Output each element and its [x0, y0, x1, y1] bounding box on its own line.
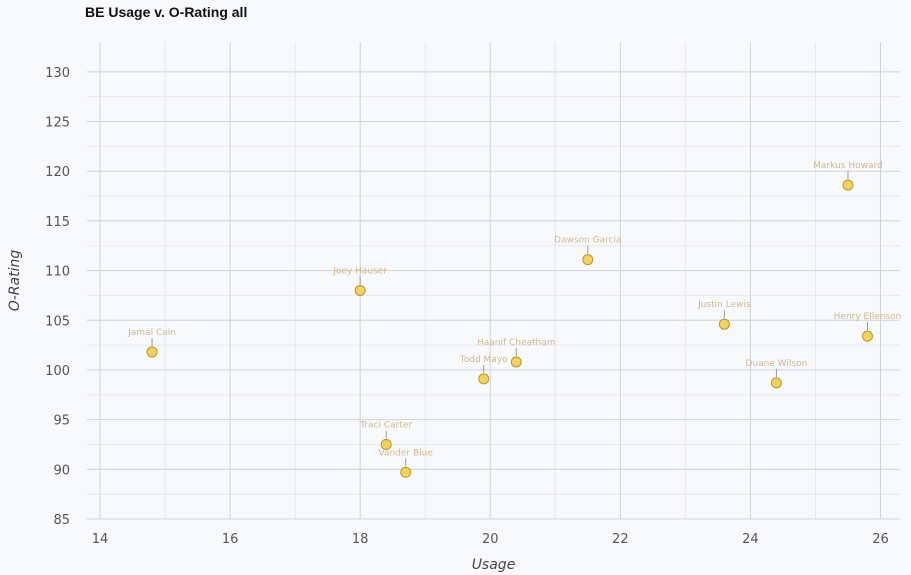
point-marker [582, 254, 594, 266]
y-tick-label: 100 [45, 364, 70, 379]
y-axis-title: O-Rating [7, 250, 23, 312]
y-tick-label: 105 [45, 314, 70, 329]
data-point[interactable]: Jamal Cain [127, 328, 176, 358]
y-tick-label: 120 [45, 165, 70, 180]
x-tick-label: 26 [872, 532, 889, 547]
point-marker [510, 356, 522, 368]
x-axis-title: Usage [472, 557, 516, 573]
data-point[interactable]: Haanif Cheatham [477, 338, 556, 368]
y-tick-label: 125 [45, 116, 70, 131]
point-label: Duane Wilson [745, 359, 807, 369]
point-marker [842, 179, 854, 191]
data-point[interactable]: Justin Lewis [697, 300, 751, 330]
x-tick-label: 18 [352, 532, 369, 547]
x-tick-label: 20 [482, 532, 499, 547]
chart-title: BE Usage v. O-Rating all [85, 4, 248, 20]
point-label: Jamal Cain [127, 328, 176, 338]
data-point[interactable]: Dawson Garcia [554, 236, 622, 266]
x-tick-label: 22 [612, 532, 629, 547]
y-tick-label: 115 [45, 215, 70, 230]
point-marker [861, 330, 873, 342]
point-marker [478, 373, 490, 385]
point-marker [146, 346, 158, 358]
point-marker [354, 284, 366, 296]
grid [87, 42, 900, 520]
y-tick-label: 90 [53, 463, 70, 478]
point-label: Vander Blue [378, 448, 433, 458]
point-label: Haanif Cheatham [477, 338, 556, 348]
y-tick-label: 85 [53, 513, 70, 528]
point-label: Todd Mayo [459, 355, 508, 365]
point-label: Dawson Garcia [554, 236, 622, 246]
data-point[interactable]: Henry Ellenson [834, 312, 902, 342]
point-marker [770, 377, 782, 389]
point-label: Traci Carter [359, 420, 412, 430]
data-points: Jamal Cain Joey Hauser Traci Carter Vander … [127, 161, 902, 478]
data-point[interactable]: Todd Mayo [459, 355, 508, 385]
data-point[interactable]: Traci Carter [359, 420, 412, 450]
point-label: Henry Ellenson [834, 312, 902, 322]
point-label: Markus Howard [813, 161, 883, 171]
y-tick-labels: 85 90 95 100 105 110 115 120 125 130 [45, 66, 70, 528]
point-label: Justin Lewis [697, 300, 751, 310]
data-point[interactable]: Duane Wilson [745, 359, 807, 389]
point-label: Joey Hauser [332, 266, 387, 276]
x-tick-labels: 14 16 18 20 22 24 26 [92, 532, 889, 547]
data-point[interactable]: Markus Howard [813, 161, 883, 191]
x-tick-label: 16 [222, 532, 239, 547]
y-tick-label: 95 [53, 414, 70, 429]
point-marker [400, 466, 412, 478]
x-tick-label: 14 [92, 532, 109, 547]
data-point[interactable]: Vander Blue [378, 448, 433, 478]
y-tick-label: 110 [45, 265, 70, 280]
point-marker [380, 438, 392, 450]
data-point[interactable]: Joey Hauser [332, 266, 387, 296]
point-marker [718, 318, 730, 330]
y-tick-label: 130 [45, 66, 70, 81]
x-tick-label: 24 [742, 532, 759, 547]
